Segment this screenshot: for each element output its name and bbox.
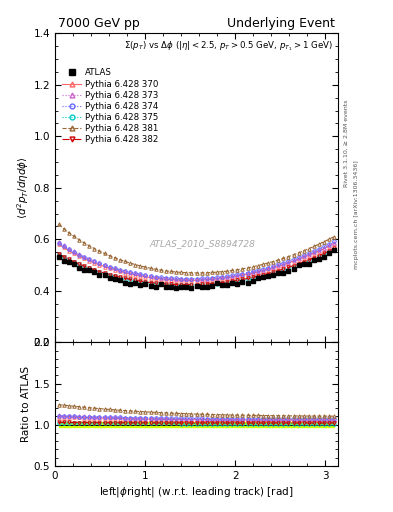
Text: Rivet 3.1.10, ≥ 2.8M events: Rivet 3.1.10, ≥ 2.8M events (344, 100, 349, 187)
Text: $\Sigma(p_T)$ vs $\Delta\phi$ ($|\eta| < 2.5$, $p_T > 0.5$ GeV, $p_{T_1} > 1$ Ge: $\Sigma(p_T)$ vs $\Delta\phi$ ($|\eta| <… (123, 39, 332, 53)
Y-axis label: $\langle d^2 p_T / d\eta d\phi \rangle$: $\langle d^2 p_T / d\eta d\phi \rangle$ (15, 156, 31, 219)
Text: mcplots.cern.ch [arXiv:1306.3436]: mcplots.cern.ch [arXiv:1306.3436] (354, 161, 359, 269)
X-axis label: left$|\phi$right$|$ (w.r.t. leading track) [rad]: left$|\phi$right$|$ (w.r.t. leading trac… (99, 485, 294, 499)
Legend: ATLAS, Pythia 6.428 370, Pythia 6.428 373, Pythia 6.428 374, Pythia 6.428 375, P: ATLAS, Pythia 6.428 370, Pythia 6.428 37… (62, 69, 158, 144)
Text: 7000 GeV pp: 7000 GeV pp (58, 17, 140, 30)
Y-axis label: Ratio to ATLAS: Ratio to ATLAS (21, 366, 31, 442)
Text: Underlying Event: Underlying Event (227, 17, 335, 30)
Text: ATLAS_2010_S8894728: ATLAS_2010_S8894728 (149, 239, 255, 248)
